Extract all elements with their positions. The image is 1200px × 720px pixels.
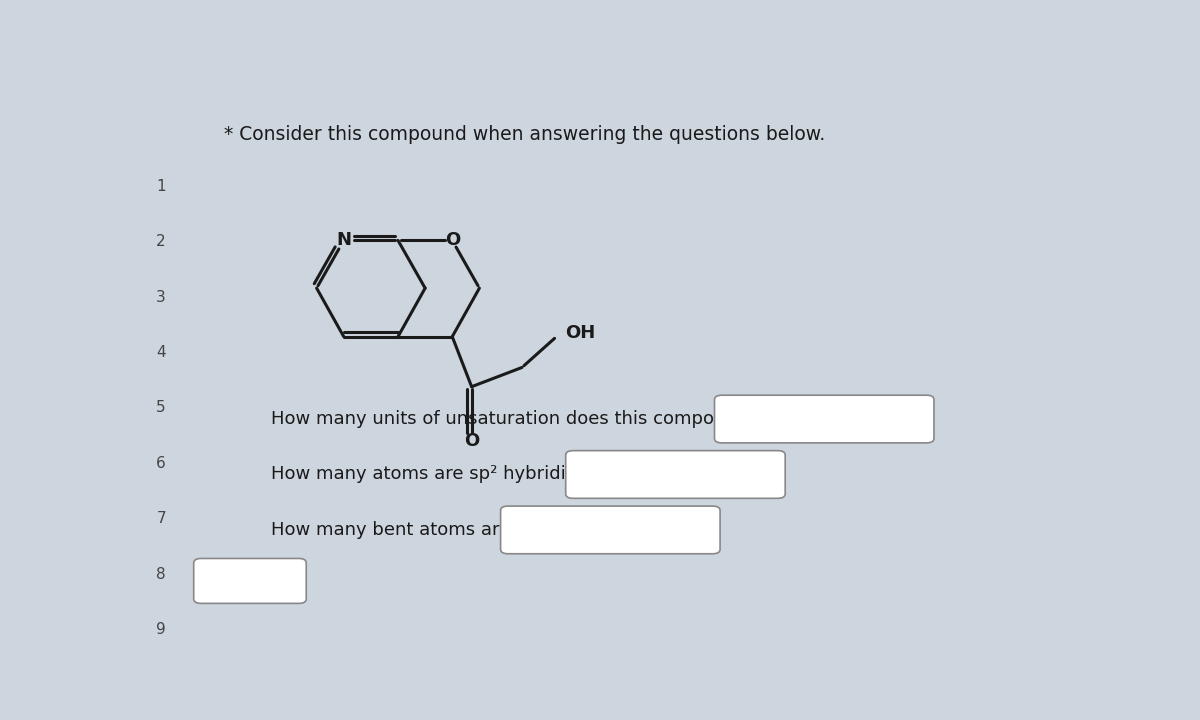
FancyBboxPatch shape	[193, 559, 306, 603]
Text: 4: 4	[156, 345, 166, 360]
Text: * Consider this compound when answering the questions below.: * Consider this compound when answering …	[224, 125, 826, 144]
Text: 2: 2	[156, 234, 166, 249]
Text: How many bent atoms are there?: How many bent atoms are there?	[271, 521, 574, 539]
Text: How many atoms are sp² hybridized?: How many atoms are sp² hybridized?	[271, 465, 607, 484]
Text: O: O	[445, 231, 460, 249]
Text: 3: 3	[156, 289, 166, 305]
Text: N: N	[336, 231, 352, 249]
Text: type your answer...: type your answer...	[520, 523, 660, 537]
Text: 9: 9	[156, 622, 166, 637]
Text: 1: 1	[156, 179, 166, 194]
Text: 8: 8	[156, 567, 166, 582]
Text: Previous: Previous	[217, 573, 282, 588]
Text: type your answer...: type your answer...	[733, 412, 874, 426]
Text: 5: 5	[156, 400, 166, 415]
FancyBboxPatch shape	[565, 451, 785, 498]
Text: OH: OH	[565, 324, 595, 342]
Text: 7: 7	[156, 511, 166, 526]
FancyBboxPatch shape	[714, 395, 934, 443]
Text: 6: 6	[156, 456, 166, 471]
FancyBboxPatch shape	[500, 506, 720, 554]
Text: O: O	[464, 431, 479, 449]
Text: How many units of unsaturation does this compound have?: How many units of unsaturation does this…	[271, 410, 808, 428]
Text: type your answer...: type your answer...	[584, 467, 725, 482]
